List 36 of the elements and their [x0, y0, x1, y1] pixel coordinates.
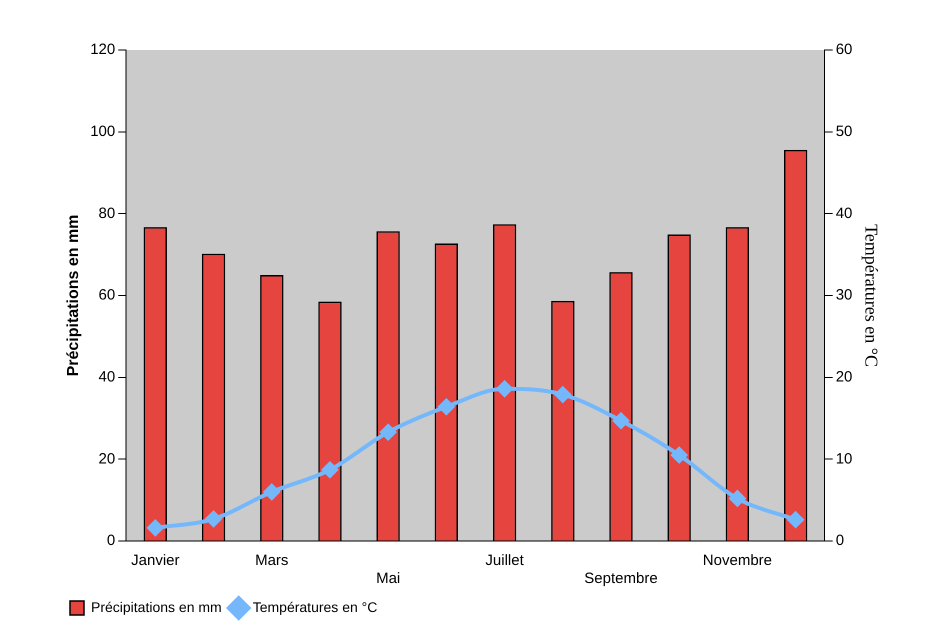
x-tick-label: Mai — [376, 570, 400, 588]
x-tick-label: Novembre — [702, 552, 772, 570]
y-tick-label: 40 — [98, 368, 116, 386]
point — [147, 520, 164, 536]
point — [788, 512, 804, 528]
point — [496, 380, 513, 397]
point — [264, 484, 280, 500]
x-tick-label: Mars — [255, 552, 288, 570]
y-tick-label: 100 — [90, 122, 116, 140]
x-tick-label: Juillet — [485, 552, 525, 570]
y-tick-label: 0 — [106, 532, 116, 550]
point — [380, 424, 396, 440]
legend-label: Précipitations en mm — [91, 598, 222, 615]
legend-label: Températures en °C — [252, 598, 378, 615]
point — [322, 462, 338, 478]
y2-tick-label: 10 — [836, 450, 852, 468]
y-tick-label: 20 — [98, 450, 116, 468]
y2-tick-label: 30 — [836, 286, 852, 304]
y-tick-label: 120 — [90, 41, 116, 58]
y2-tick-label: 50 — [836, 122, 852, 140]
y-tick-label: 60 — [98, 286, 116, 304]
y2-tick-label: 0 — [836, 532, 844, 550]
y2-tick-label: 20 — [836, 368, 852, 386]
point — [206, 510, 222, 527]
y-axis-title: Précipitations en mm — [65, 214, 82, 376]
point — [671, 447, 688, 464]
point — [554, 386, 571, 403]
y-tick-label: 80 — [98, 204, 116, 222]
point — [612, 412, 629, 429]
x-tick-label: Janvier — [131, 552, 180, 570]
x-tick-label: Septembre — [584, 570, 658, 588]
y2-axis-title: Températures en °C — [861, 224, 882, 367]
point — [729, 490, 746, 506]
point — [438, 398, 454, 415]
y2-tick-label: 40 — [836, 204, 852, 222]
y2-tick-label: 60 — [836, 41, 852, 58]
